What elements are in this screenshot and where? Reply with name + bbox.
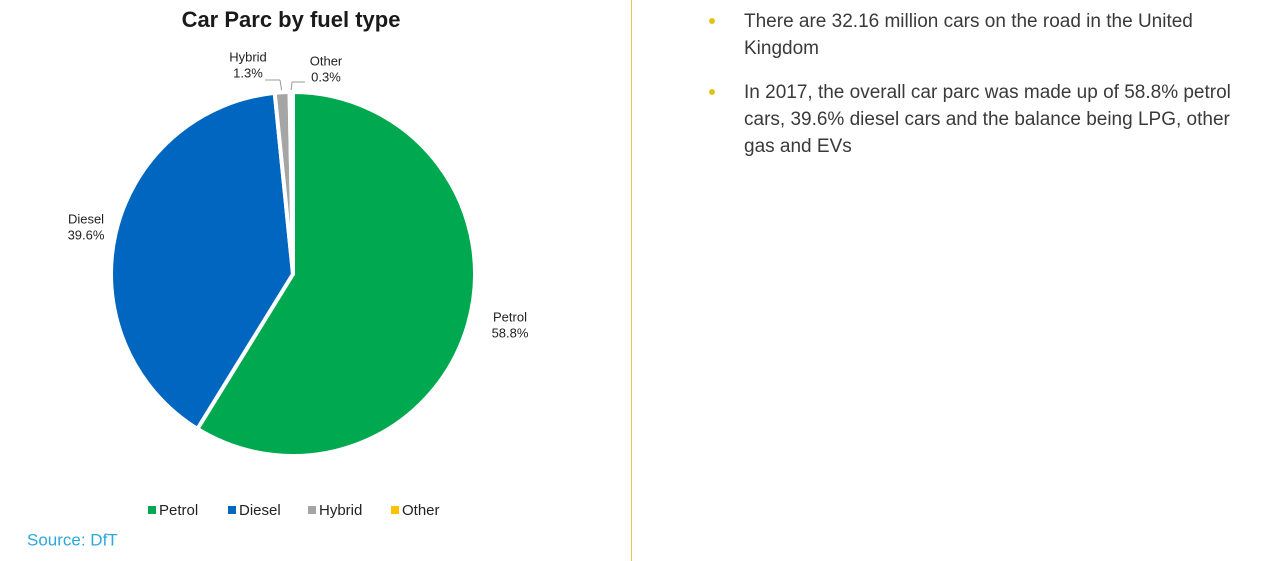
data-label-name: Petrol bbox=[493, 309, 527, 324]
data-label: 0.3% bbox=[311, 69, 341, 84]
chart-title: Car Parc by fuel type bbox=[182, 7, 401, 32]
bullet: In 2017, the overall car parc was made u… bbox=[706, 79, 1246, 160]
pie-slice bbox=[109, 90, 295, 431]
bullet-list: There are 32.16 million cars on the road… bbox=[706, 8, 1246, 177]
source: Source: DfT bbox=[27, 530, 118, 549]
data-label-name: Other bbox=[310, 53, 343, 68]
chart: Car Parc by fuel type Source: DfT Petrol… bbox=[27, 7, 529, 550]
legend-label: Hybrid bbox=[319, 502, 362, 519]
data-label: 58.8% bbox=[492, 325, 529, 340]
pie-slice bbox=[287, 90, 295, 276]
divider bbox=[631, 0, 632, 561]
legend-swatch bbox=[228, 506, 236, 514]
legend-swatch bbox=[391, 506, 399, 514]
data-label: 1.3% bbox=[233, 65, 263, 80]
pie-slice bbox=[195, 90, 477, 458]
legend-label: Petrol bbox=[159, 502, 198, 519]
legend-label: Other bbox=[402, 502, 440, 519]
legend-label: Diesel bbox=[239, 502, 281, 519]
data-label-name: Hybrid bbox=[229, 49, 267, 64]
bullet: There are 32.16 million cars on the road… bbox=[706, 8, 1246, 62]
legend-swatch bbox=[308, 506, 316, 514]
data-label-name: Diesel bbox=[68, 211, 104, 226]
legend-swatch bbox=[148, 506, 156, 514]
data-label: 39.6% bbox=[68, 227, 105, 242]
